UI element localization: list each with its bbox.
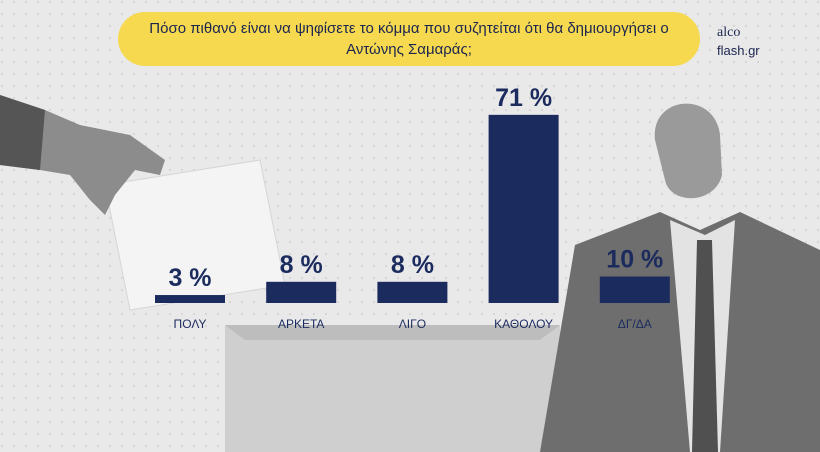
chart-title: Πόσο πιθανό είναι να ψηφίσετε το κόμμα π…: [149, 20, 669, 58]
bar: [488, 114, 559, 303]
value-label: 8 %: [391, 251, 434, 279]
x-tick-label: ΚΑΘΟΛΟΥ: [494, 317, 553, 331]
logo-brand: alco: [717, 25, 741, 40]
x-tick-label: ΛΙΓΟ: [399, 317, 426, 331]
value-label: 8 %: [280, 251, 323, 279]
x-tick-label: ΑΡΚΕΤΑ: [278, 317, 324, 331]
x-tick-label: ΠΟΛΥ: [174, 317, 207, 331]
bar: [377, 281, 448, 303]
bar: [266, 281, 337, 303]
bar: [155, 295, 225, 303]
value-label: 3 %: [168, 264, 211, 292]
logo-site: flash.gr: [717, 43, 760, 58]
x-tick-label: ΔΓ/ΔΑ: [618, 317, 652, 331]
value-label: 71 %: [495, 84, 552, 112]
title-banner: Πόσο πιθανό είναι να ψηφίσετε το κόμμα π…: [118, 12, 700, 66]
logo: alco flash.gr: [717, 24, 760, 60]
bar: [599, 276, 670, 303]
value-label: 10 %: [606, 246, 663, 274]
